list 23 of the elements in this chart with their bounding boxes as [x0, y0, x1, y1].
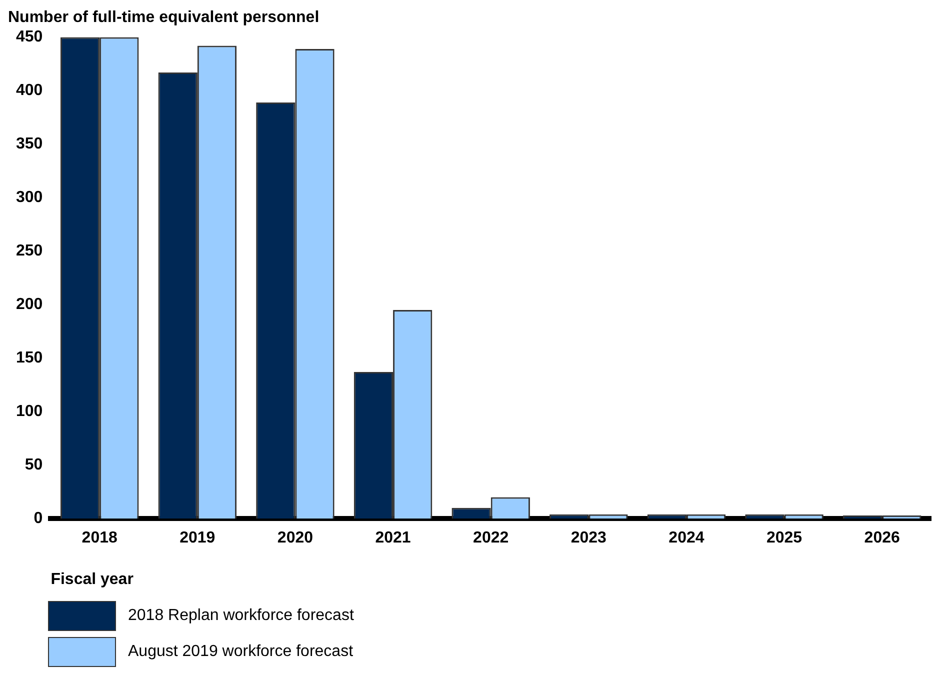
x-tick-label: 2026	[864, 530, 900, 547]
x-tick-label: 2020	[277, 530, 314, 547]
y-tick-label: 400	[16, 82, 43, 100]
x-tick-label: 2023	[570, 530, 607, 547]
y-tick-label: 100	[16, 403, 43, 420]
y-axis-title: Number of full-time equivalent personnel	[8, 9, 320, 26]
x-tick-label: 2018	[82, 530, 118, 547]
legend-label: August 2019 workforce forecast	[128, 643, 354, 661]
y-tick-label: 200	[16, 296, 43, 314]
y-tick-label: 300	[16, 189, 43, 206]
y-tick-label: 50	[24, 456, 43, 474]
y-tick-label: 250	[16, 242, 43, 260]
x-tick-label: 2019	[180, 530, 216, 547]
y-tick-label: 350	[16, 136, 43, 153]
y-tick-label: 450	[16, 28, 43, 46]
x-tick-label: 2024	[668, 530, 704, 547]
legend-label: 2018 Replan workforce forecast	[128, 607, 354, 625]
x-axis-title: Fiscal year	[50, 570, 134, 588]
y-tick-label: 0	[34, 510, 43, 528]
y-tick-label: 150	[16, 350, 43, 367]
x-tick-label: 2021	[375, 530, 411, 547]
x-tick-label: 2022	[473, 530, 509, 547]
x-tick-label: 2025	[766, 530, 802, 547]
